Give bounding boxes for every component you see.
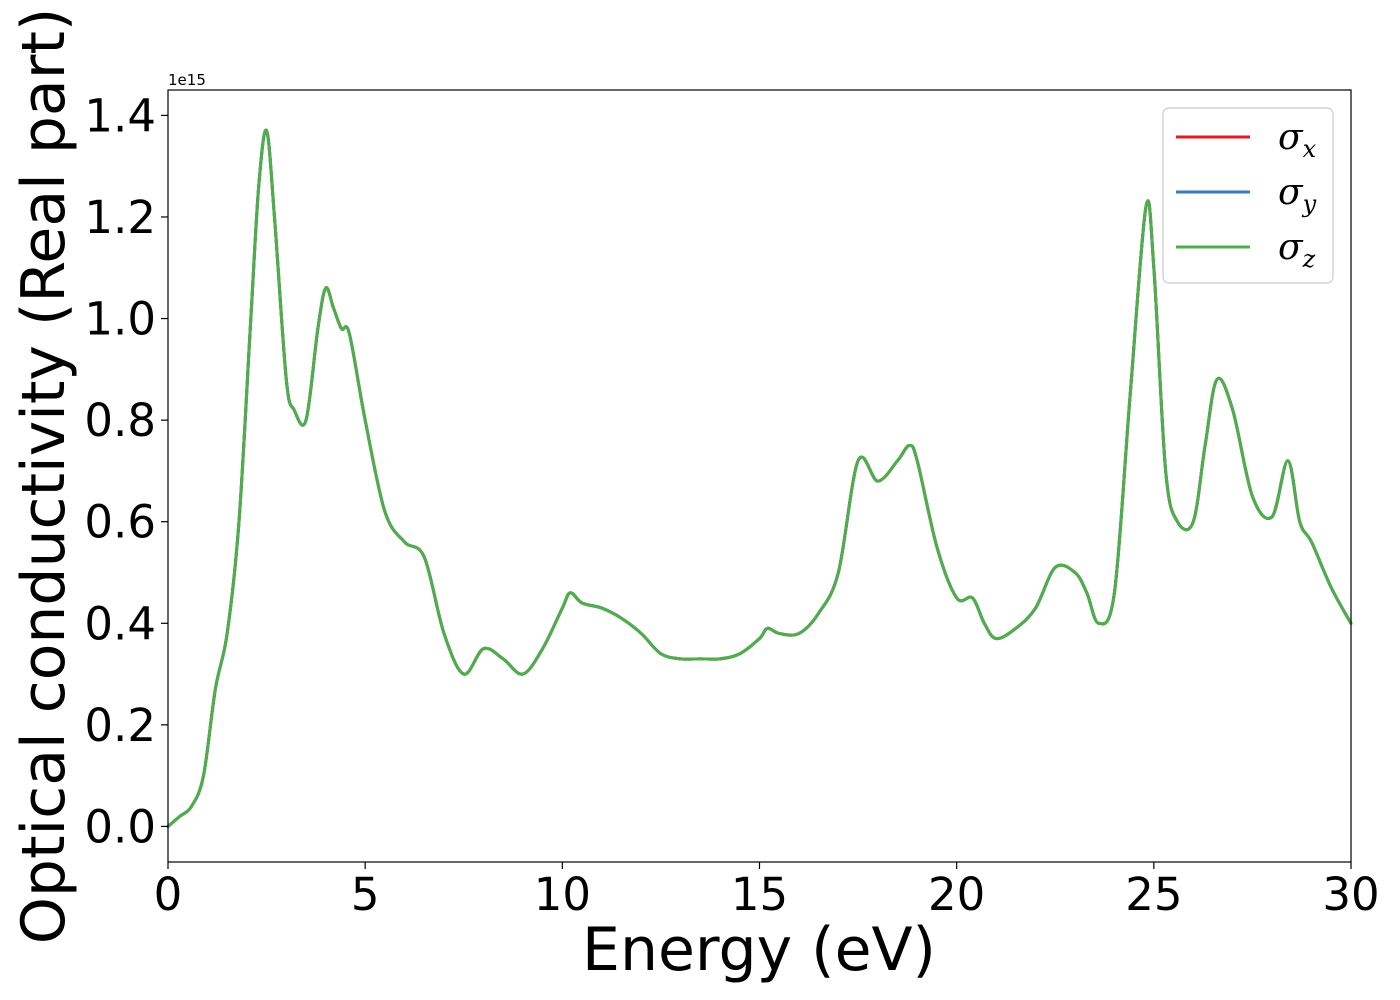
y-axis-label: Optical conductivity (Real part) [9,8,79,945]
y-tick-label: 1.0 [84,293,156,346]
y-tick-label: 0.4 [84,597,156,650]
legend-items: σx σy σz [1176,117,1317,273]
legend-label-sigma-z: σz [1278,227,1316,273]
y-tick-label: 0.2 [84,699,156,752]
x-tick-label: 25 [1125,868,1182,921]
y-tick-label: 0.8 [84,394,156,447]
y-tick-label: 1.2 [84,191,156,244]
x-tick-label: 30 [1322,868,1379,921]
legend-label-sigma-y: σy [1278,172,1317,218]
x-tick-label: 5 [351,868,380,921]
series-layer [166,128,1353,828]
x-axis-label: Energy (eV) [582,915,936,985]
y-offset-label: 1e15 [168,71,206,89]
legend-label-sigma-x: σx [1278,117,1317,163]
x-tick-label: 0 [154,868,183,921]
legend: σx σy σz [1162,107,1334,284]
x-tick-label: 15 [731,868,788,921]
x-axis-ticks: 0 5 10 15 20 25 30 [154,862,1380,921]
y-axis-ticks: 0.0 0.2 0.4 0.6 0.8 1.0 1.2 1.4 [84,89,168,853]
x-tick-label: 10 [534,868,591,921]
series-line-sigma-z [166,128,1353,828]
x-tick-label: 20 [928,868,985,921]
legend-box [1162,107,1334,284]
y-tick-label: 0.6 [84,496,156,549]
y-tick-label: 1.4 [84,89,156,142]
y-tick-label: 0.0 [84,800,156,853]
